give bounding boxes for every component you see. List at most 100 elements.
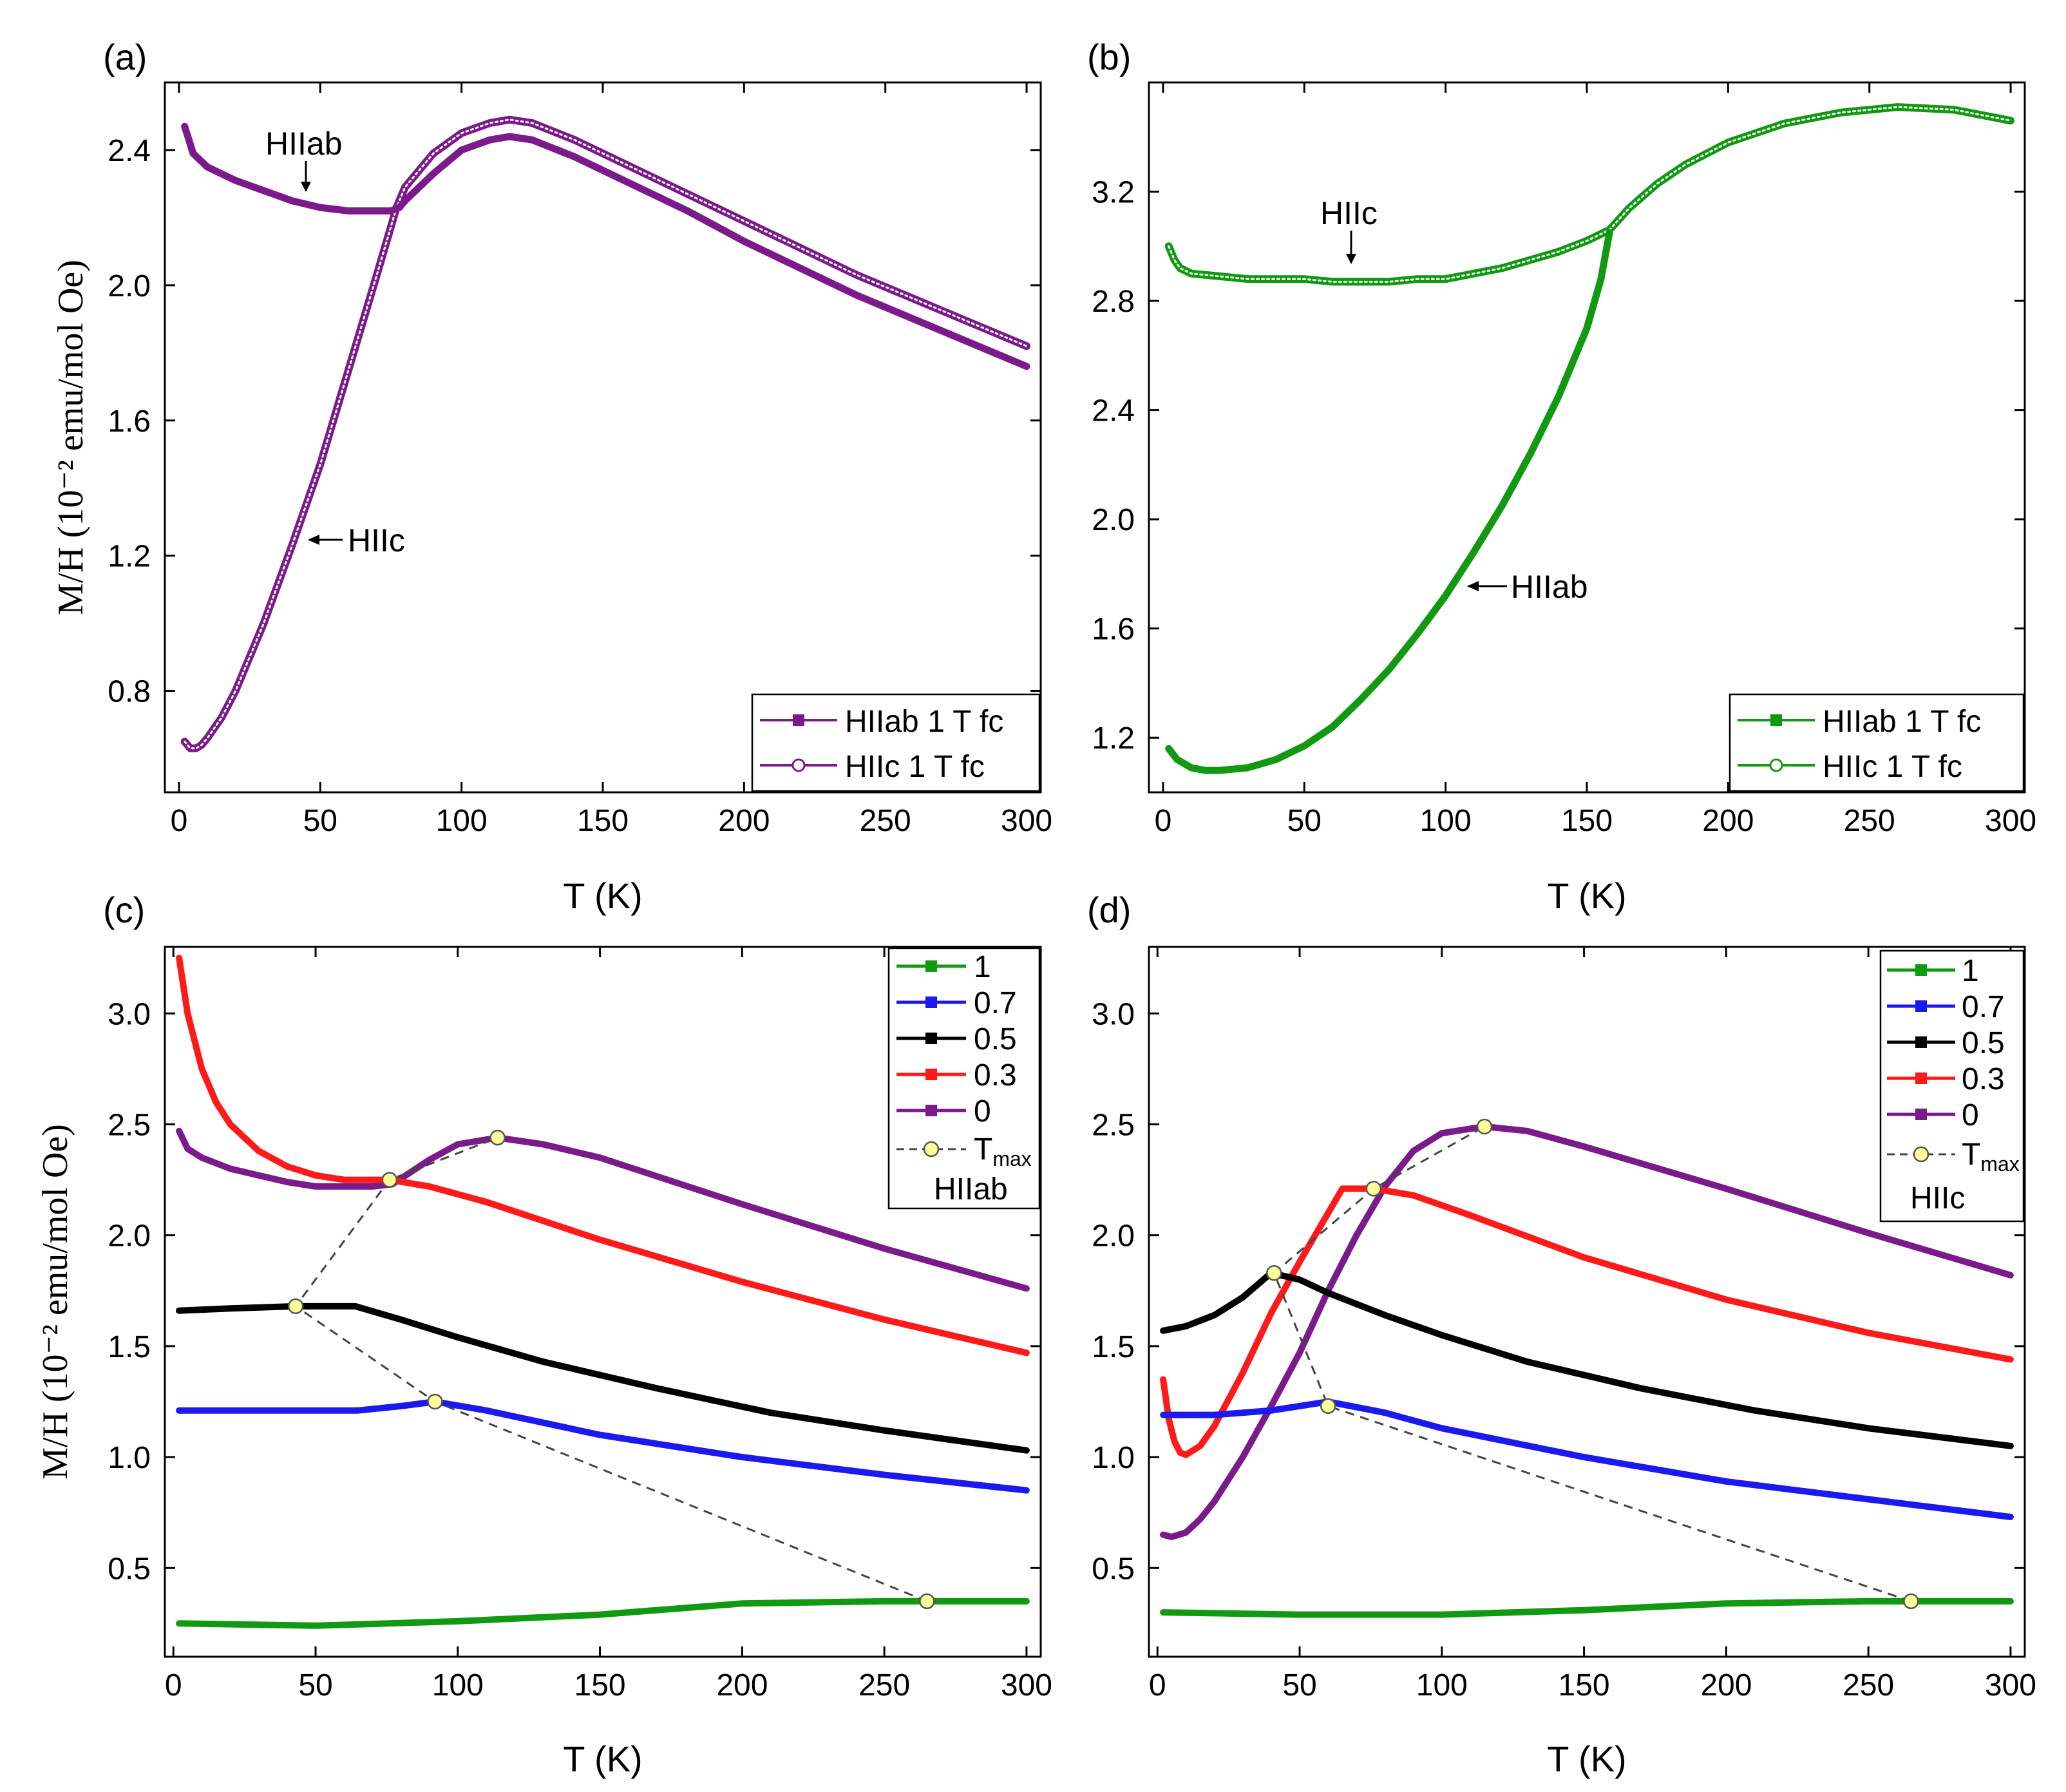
annotation-hiiab: HIIab (1467, 569, 1588, 605)
legend-label: HIIab 1 T fc (845, 705, 1003, 739)
legend-label: HIIc 1 T fc (845, 750, 985, 784)
panel-b: (b) 0 50 100 150 200 250 300 1.2 1.6 2.0 2.4 2.8 3.2… (1087, 37, 2036, 916)
legend-label: 0.5 (974, 1022, 1017, 1056)
series-line (1165, 229, 1613, 774)
panel-d: (d) 0 50 100 150 200 250 300 0.5 1.0 1.5 2.0 2.5 3.0… (1087, 890, 2036, 1779)
x-tick-label: 300 (1985, 804, 2036, 838)
x-tick-label: 150 (1559, 1668, 1610, 1702)
legend-item: 0.5 (1887, 1026, 2005, 1060)
panel-label: (a) (103, 37, 147, 77)
y-tick-label: 2.0 (1092, 1219, 1135, 1253)
series-line (181, 122, 1030, 370)
tmax-point (1320, 1398, 1336, 1415)
y-tick-label: 2.0 (1092, 503, 1135, 537)
x-tick-label: 50 (298, 1668, 332, 1702)
panel-c: (c) 0 50 100 150 200 250 300 0.5 1.0 1.5 2.0 2.5 3.0… (35, 890, 1052, 1779)
x-axis-label: T (K) (563, 1739, 642, 1779)
series-line (176, 1597, 1030, 1629)
legend-item: 0.7 (896, 986, 1017, 1020)
x-tick-label: 50 (303, 804, 337, 838)
legend-label: HIIab 1 T fc (1823, 705, 1981, 739)
x-tick-label: 50 (1287, 804, 1322, 838)
legend-note: HIIc (1910, 1181, 1965, 1215)
x-tick-label: 150 (574, 1668, 626, 1702)
y-tick-label: 2.0 (108, 269, 151, 303)
annotation-label: HIIc (348, 522, 405, 558)
tmax-point (1476, 1118, 1493, 1135)
x-tick-label: 250 (1844, 804, 1895, 838)
panel-a: (a) 0 50 100 150 200 250 300 0.8 1.2 1.6 2.0 2.4 T … (51, 37, 1052, 916)
annotation-label: HIIab (1511, 569, 1588, 605)
tmax-point (1903, 1593, 1919, 1610)
y-tick-label: 1.0 (1092, 1441, 1135, 1475)
y-tick-label: 2.5 (108, 1109, 151, 1143)
x-tick-label: 150 (1561, 804, 1613, 838)
series-line (176, 1127, 1030, 1292)
legend-item: 1 (1887, 954, 1979, 988)
series-line (1160, 1597, 2014, 1618)
legend-item: 0.3 (1887, 1062, 2005, 1096)
legend-label: 0 (974, 1094, 991, 1129)
y-tick-label: 1.6 (108, 405, 151, 439)
legend-item: 0.5 (896, 1022, 1017, 1056)
series-line (1160, 1185, 2014, 1458)
x-tick-label: 0 (165, 1668, 182, 1702)
series-open-markers (184, 119, 1028, 750)
y-tick-label: 2.4 (1092, 394, 1135, 428)
y-tick-label: 1.5 (108, 1330, 151, 1364)
legend-label: 0.5 (1962, 1026, 2005, 1060)
x-tick-label: 250 (1843, 1668, 1894, 1702)
y-tick-label: 1.6 (1092, 613, 1135, 647)
plot-frame (164, 946, 1042, 1658)
x-tick-label: 0 (1149, 1668, 1166, 1702)
panel-label: (b) (1087, 37, 1131, 77)
series-line (180, 115, 1031, 752)
y-axis-label: M/H (10⁻² emu/mol Oe) (35, 1124, 75, 1480)
legend-item: HIIab 1 T fc (760, 705, 1003, 739)
x-tick-label: 300 (1001, 1668, 1052, 1702)
legend-label: HIIc 1 T fc (1823, 750, 1962, 784)
y-tick-label: 3.2 (1092, 176, 1135, 210)
legend-label: 0 (1962, 1098, 1979, 1132)
axes-group: 0 50 100 150 200 250 300 0.5 1.0 1.5 2.0 2.5 3.0 (108, 947, 1052, 1702)
x-tick-label: 100 (436, 804, 488, 838)
series-group (180, 115, 1031, 752)
tmax-point (919, 1593, 935, 1610)
tmax-line (294, 1136, 927, 1603)
series-line (1160, 1270, 2014, 1449)
series-group (1160, 1118, 2014, 1618)
panel-label: (d) (1087, 890, 1131, 930)
y-tick-label: 1.2 (1092, 721, 1135, 756)
plot-frame (1148, 81, 2026, 794)
legend-item: 0 (1887, 1098, 1979, 1132)
axes-group: 0 50 100 150 200 250 300 0.5 1.0 1.5 2.0 2.5 3.0 (1092, 947, 2036, 1702)
y-tick-label: 2.0 (108, 1219, 151, 1253)
x-tick-label: 0 (171, 804, 188, 838)
legend: 1 0.7 0.5 0.3 0 (1879, 949, 2025, 1223)
x-tick-label: 200 (716, 1668, 768, 1702)
legend-label: 1 (974, 950, 991, 984)
legend: HIIab 1 T fc HIIc 1 T fc (751, 693, 1041, 792)
y-tick-label: 3.0 (108, 997, 151, 1031)
legend-label: 0.7 (974, 986, 1017, 1020)
series-line (176, 1398, 1030, 1494)
x-tick-label: 100 (1416, 1668, 1468, 1702)
series-line (1160, 1398, 2014, 1520)
legend-item: 0.3 (896, 1058, 1017, 1092)
series-line (1164, 103, 2015, 286)
axes-group: 0 50 100 150 200 250 300 1.2 1.6 2.0 2.4 2.8 3.2 (1092, 82, 2036, 838)
tmax-point (287, 1298, 304, 1315)
y-tick-label: 3.0 (1092, 997, 1135, 1031)
series-line (176, 1302, 1030, 1454)
x-tick-label: 100 (432, 1668, 484, 1702)
y-tick-label: 0.5 (108, 1552, 151, 1586)
legend-item: HIIc 1 T fc (1738, 750, 1962, 784)
y-tick-label: 1.2 (108, 540, 151, 574)
legend-item: 1 (896, 950, 991, 984)
tmax-line (1273, 1125, 1911, 1603)
legend-item: HIIab 1 T fc (1738, 705, 1981, 739)
x-axis-label: T (K) (1547, 1739, 1626, 1779)
legend: 1 0.7 0.5 0.3 0 (887, 947, 1041, 1210)
plot-frame (1148, 946, 2026, 1658)
annotation-hiiab: HIIab (265, 126, 343, 192)
